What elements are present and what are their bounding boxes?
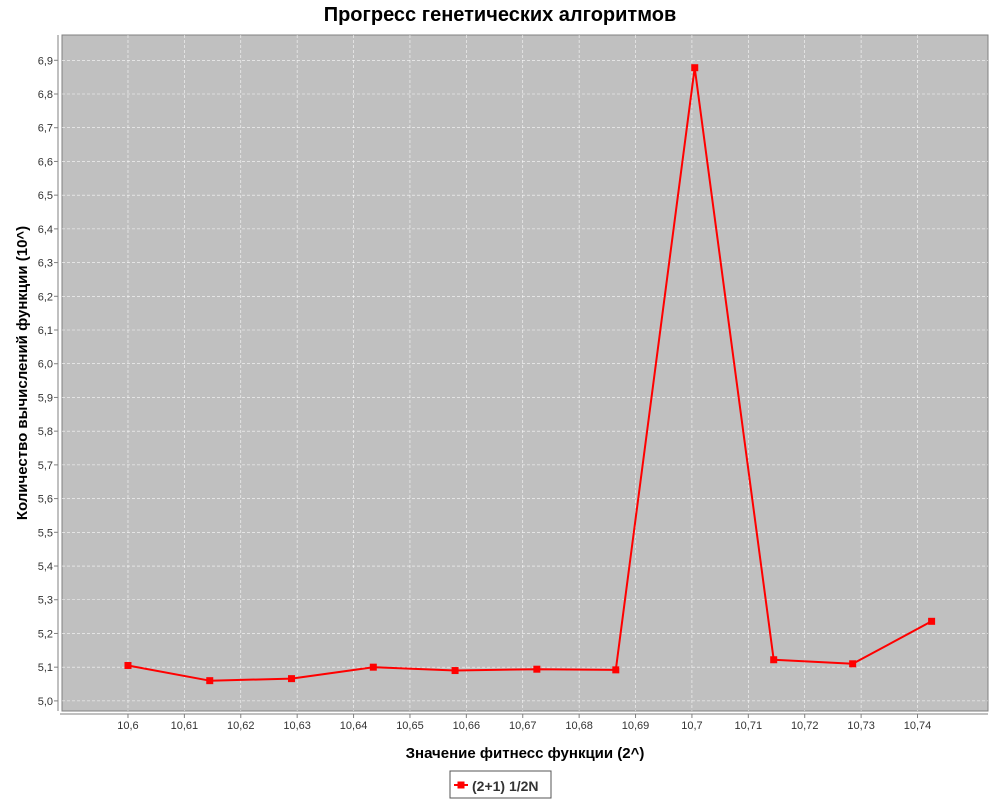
data-point — [206, 677, 214, 685]
x-tick-label: 10,6 — [117, 720, 138, 732]
x-tick-label: 10,66 — [453, 720, 481, 732]
y-tick-label: 5,4 — [38, 561, 53, 573]
data-point — [928, 617, 936, 625]
y-tick-label: 5,7 — [38, 460, 53, 472]
y-tick-label: 5,0 — [38, 696, 53, 708]
y-tick-label: 6,8 — [38, 89, 53, 101]
x-tick-label: 10,71 — [735, 720, 763, 732]
y-tick-label: 6,2 — [38, 291, 53, 303]
data-point — [612, 666, 620, 674]
y-tick-label: 5,1 — [38, 662, 53, 674]
x-tick-label: 10,61 — [171, 720, 199, 732]
x-tick-label: 10,64 — [340, 720, 368, 732]
x-tick-label: 10,67 — [509, 720, 537, 732]
legend: (2+1) 1/2N — [449, 770, 552, 799]
y-tick-label: 5,5 — [38, 527, 53, 539]
data-point — [451, 667, 459, 675]
x-tick-label: 10,65 — [396, 720, 424, 732]
y-tick-label: 6,5 — [38, 190, 53, 202]
data-point — [533, 665, 541, 673]
x-tick-label: 10,63 — [283, 720, 311, 732]
x-axis-ticks: 10,6 10,61 10,62 10,63 10,64 10,65 10,66 10,67 1… — [117, 714, 931, 732]
x-tick-label: 10,73 — [847, 720, 875, 732]
x-axis-label: Значение фитнесс функции (2^) — [406, 745, 645, 762]
y-tick-label: 6,3 — [38, 258, 53, 270]
y-tick-label: 6,0 — [38, 359, 53, 371]
data-point — [124, 661, 132, 669]
x-tick-label: 10,74 — [904, 720, 932, 732]
y-tick-label: 5,2 — [38, 628, 53, 640]
x-tick-label: 10,62 — [227, 720, 255, 732]
chart-title: Прогресс генетических алгоритмов — [324, 4, 677, 26]
data-point — [770, 656, 778, 664]
y-tick-label: 5,8 — [38, 426, 53, 438]
data-point — [369, 663, 377, 671]
y-axis-ticks: 5,0 5,1 5,2 5,3 5,4 5,5 5,6 5,7 5,8 5,9 6,0 6,1 6,2 6… — [38, 55, 58, 708]
y-tick-label: 5,6 — [38, 494, 53, 506]
series-layer — [124, 64, 936, 685]
x-tick-label: 10,72 — [791, 720, 819, 732]
x-tick-label: 10,68 — [565, 720, 593, 732]
data-point — [849, 660, 857, 668]
plot-area — [61, 34, 989, 712]
y-tick-label: 5,9 — [38, 392, 53, 404]
legend-marker — [457, 781, 465, 789]
data-point — [691, 64, 699, 72]
y-tick-label: 5,3 — [38, 595, 53, 607]
x-tick-label: 10,69 — [622, 720, 650, 732]
legend-label: (2+1) 1/2N — [472, 778, 539, 794]
y-tick-label: 6,4 — [38, 224, 53, 236]
y-tick-label: 6,9 — [38, 55, 53, 67]
y-tick-label: 6,1 — [38, 325, 53, 337]
y-axis-label: Количество вычислений функции (10^) — [14, 226, 31, 520]
grid-lines — [62, 35, 988, 711]
y-tick-label: 6,7 — [38, 123, 53, 135]
y-tick-label: 6,6 — [38, 156, 53, 168]
data-point — [288, 675, 296, 683]
axes — [57, 35, 988, 715]
x-tick-label: 10,7 — [681, 720, 702, 732]
